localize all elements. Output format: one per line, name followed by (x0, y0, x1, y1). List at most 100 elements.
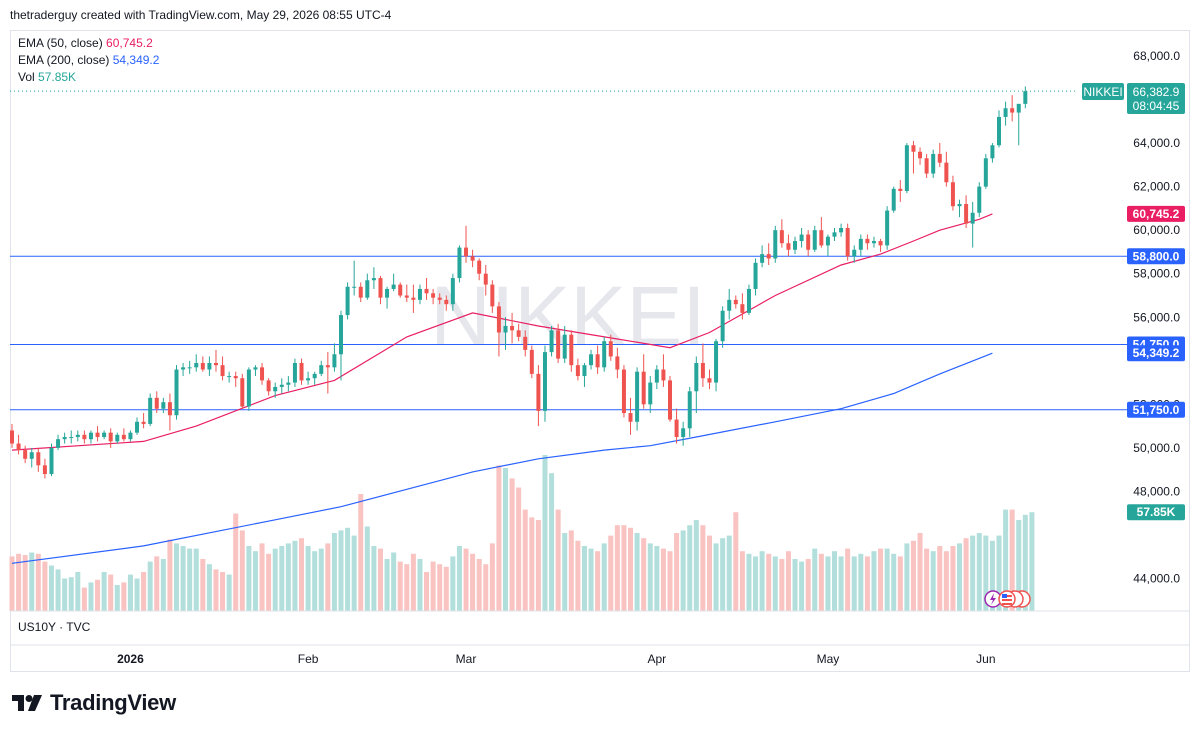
volume-bar (345, 527, 351, 611)
legend-row-ema200[interactable]: EMA (200, close) 54,349.2 (18, 52, 159, 69)
legend-row-volume[interactable]: Vol 57.85K (18, 69, 159, 86)
candle-body (108, 432, 113, 442)
candle-body (332, 354, 337, 368)
volume-bar (581, 546, 587, 611)
candle-body (200, 362, 205, 370)
volume-bar (437, 564, 443, 611)
candle-body (75, 434, 80, 438)
volume-bar (226, 574, 232, 611)
volume-bar (799, 561, 805, 611)
candle-body (260, 367, 265, 381)
volume-bar (897, 556, 903, 611)
candle-body (345, 286, 350, 316)
volume-bar (535, 520, 541, 611)
volume-bar (180, 546, 186, 611)
volume-bar (1009, 509, 1015, 611)
volume-bar (351, 535, 357, 611)
candle-body (464, 247, 469, 257)
symbol-watermark: NIKKEI (430, 269, 705, 363)
volume-bar (503, 468, 508, 611)
candle-body (292, 362, 297, 383)
volume-bar (16, 553, 22, 611)
volume-bar (95, 579, 101, 611)
volume-bar (371, 546, 377, 611)
candle-body (523, 336, 528, 350)
volume-bar (42, 561, 48, 611)
last-price-badge[interactable]: NIKKEI 66,382.9 08:04:45 (1082, 83, 1185, 114)
volume-bar (641, 538, 647, 611)
volume-bar (812, 548, 818, 611)
candle-body (720, 310, 725, 342)
tradingview-brand[interactable]: TradingView (12, 690, 176, 716)
volume-bar (706, 535, 712, 611)
volume-bar (542, 455, 548, 611)
volume-bar (766, 553, 772, 611)
price-badge-box (1127, 83, 1185, 114)
volume-bar (397, 561, 403, 611)
volume-bar (739, 551, 745, 611)
chart-attribution: thetraderguy created with TradingView.co… (10, 8, 392, 22)
flag-stripe (1002, 603, 1012, 605)
candle-body (42, 465, 47, 475)
legend-row-ema50[interactable]: EMA (50, close) 60,745.2 (18, 35, 159, 52)
volume-bar (292, 540, 298, 611)
volume-bar (266, 553, 272, 611)
candle-body (10, 430, 14, 444)
candle-body (891, 188, 896, 211)
indicator-price-label: 60,745.2 (1133, 207, 1180, 221)
candle-body (852, 249, 857, 257)
candle-body (213, 362, 218, 366)
volume-bar (792, 559, 798, 611)
candle-body (681, 428, 686, 438)
candle-body (154, 397, 159, 409)
level-price-label: 58,800.0 (1133, 249, 1180, 263)
event-icons[interactable] (984, 590, 1031, 608)
candle-body (950, 182, 955, 207)
volume-bar (838, 556, 844, 611)
volume-bar (904, 543, 910, 611)
time-tick-label: Apr (647, 652, 666, 666)
candle-body (253, 367, 258, 370)
volume-bar (924, 548, 930, 611)
candle-body (621, 369, 626, 414)
candle-body (575, 365, 580, 377)
volume-bar (851, 556, 857, 611)
candle-body (845, 227, 850, 257)
price-tick-label: 48,000.0 (1133, 484, 1180, 498)
candle-body (404, 295, 409, 298)
volume-bar (127, 574, 133, 611)
volume-bars (9, 455, 1035, 611)
tradingview-logo-icon (12, 695, 42, 711)
candle-body (753, 262, 758, 289)
candle-body (161, 402, 166, 409)
candle-body (187, 367, 192, 369)
volume-bar (549, 473, 555, 611)
ema200-line (11, 352, 993, 564)
volume-label: Vol (18, 70, 35, 84)
bar-countdown-label: 08:04:45 (1133, 99, 1180, 113)
candle-body (477, 260, 482, 274)
candle-body (207, 362, 212, 370)
volume-bar (384, 559, 390, 611)
candle-body (56, 439, 61, 448)
candle-body (885, 210, 890, 246)
candle-body (793, 241, 798, 250)
volume-bar (516, 487, 522, 611)
sub-pane-legend[interactable]: US10Y · TVC (18, 620, 91, 634)
candle-body (898, 188, 903, 191)
time-axis[interactable]: 2026 Feb Mar Apr May Jun (117, 652, 995, 666)
volume-bar (555, 509, 561, 611)
candle-body (240, 378, 245, 407)
volume-bar (588, 548, 594, 611)
volume-bar (1003, 509, 1009, 611)
volume-bar (884, 548, 890, 611)
volume-bar (279, 546, 285, 611)
volume-bar (246, 546, 252, 611)
volume-bar (108, 574, 114, 611)
volume-value: 57.85K (38, 70, 77, 84)
volume-bar (845, 548, 851, 611)
volume-bar (858, 553, 864, 611)
volume-bar (430, 561, 436, 611)
chart-frame[interactable] (10, 30, 1190, 672)
